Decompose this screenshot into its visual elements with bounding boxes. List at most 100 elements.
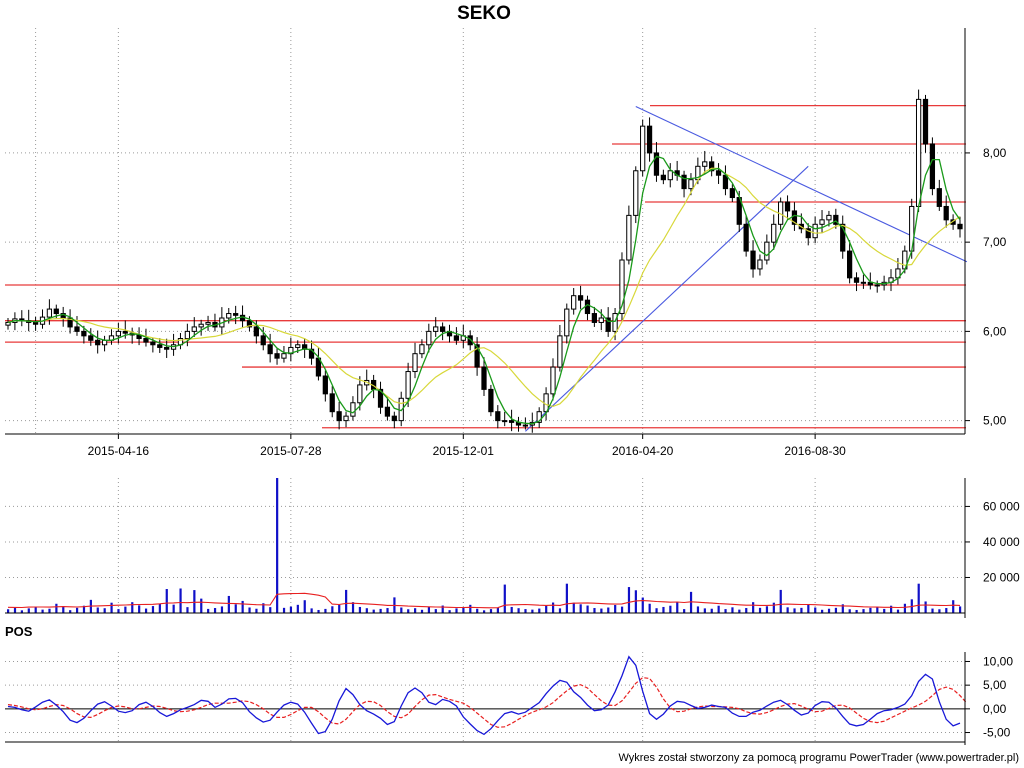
pos-lines bbox=[7, 655, 968, 736]
volume-bar bbox=[296, 604, 299, 613]
date-tick-label: 2015-12-01 bbox=[433, 444, 495, 458]
candle-body bbox=[336, 411, 342, 422]
candle-body bbox=[764, 241, 770, 261]
candle-body bbox=[702, 161, 708, 167]
candle-body bbox=[67, 317, 73, 328]
volume-bar bbox=[165, 589, 168, 613]
pos-tick-label: 5,00 bbox=[983, 678, 1007, 692]
candle-body bbox=[653, 152, 660, 176]
volume-tick-label: 60 000 bbox=[983, 499, 1020, 513]
volume-bar bbox=[289, 606, 293, 613]
volume-bar bbox=[427, 606, 431, 613]
candle-body bbox=[191, 326, 197, 332]
volume-bar bbox=[924, 601, 927, 613]
chart-title: SEKO bbox=[457, 3, 511, 24]
candle-body bbox=[709, 161, 715, 172]
candle-body bbox=[308, 348, 315, 359]
candle-body bbox=[826, 214, 832, 221]
volume-bar bbox=[331, 606, 334, 613]
candle-body bbox=[281, 353, 287, 359]
footer-credit: Wykres został stworzony za pomocą progra… bbox=[618, 752, 1019, 764]
volume-bar bbox=[248, 607, 251, 613]
candle-body bbox=[667, 170, 673, 181]
volume-bar bbox=[876, 606, 879, 613]
volume-bar bbox=[310, 608, 313, 613]
volume-bar bbox=[69, 610, 72, 613]
candle-body bbox=[860, 281, 867, 284]
candle-body bbox=[467, 335, 473, 346]
candle-body bbox=[612, 313, 618, 332]
candle-body bbox=[101, 339, 108, 346]
volume-bar bbox=[814, 607, 817, 613]
volume-bar bbox=[282, 607, 286, 613]
candle-body bbox=[143, 338, 149, 343]
candle-body bbox=[122, 330, 128, 334]
volume-bar bbox=[386, 608, 389, 613]
candle-body bbox=[874, 284, 880, 287]
candle-body bbox=[412, 353, 418, 373]
volume-bar bbox=[489, 609, 493, 613]
volume-bar bbox=[414, 608, 417, 613]
candle-body bbox=[474, 344, 480, 368]
volume-bar bbox=[207, 608, 210, 613]
volume-bar bbox=[303, 600, 306, 613]
volume-bar bbox=[7, 609, 10, 613]
volume-bar bbox=[855, 609, 858, 613]
volume-bar bbox=[593, 608, 596, 613]
volume-bar bbox=[779, 589, 782, 613]
volume-bar bbox=[752, 602, 755, 613]
volume-bar bbox=[469, 604, 472, 613]
candle-body bbox=[847, 250, 853, 279]
price-tick-label: 6,00 bbox=[983, 324, 1007, 338]
volume-bar bbox=[724, 609, 727, 613]
volume-bar bbox=[945, 608, 948, 613]
candle-body bbox=[495, 411, 501, 422]
volume-bar bbox=[151, 606, 155, 613]
volume-bar bbox=[683, 609, 686, 613]
volume-bar bbox=[96, 607, 99, 613]
candle-body bbox=[502, 420, 508, 423]
pos-panel: POS -5,00 0,00 5,00 10,00 bbox=[5, 624, 1013, 745]
candle-body bbox=[812, 223, 818, 239]
volume-bar bbox=[745, 608, 748, 613]
candle-body bbox=[426, 330, 432, 346]
volume-bar bbox=[441, 605, 444, 613]
candle-body bbox=[267, 344, 273, 355]
candle-body bbox=[357, 384, 363, 404]
volume-tick-label: 40 000 bbox=[983, 535, 1020, 549]
volume-bar bbox=[220, 606, 224, 613]
date-tick-label: 2015-04-16 bbox=[88, 444, 150, 458]
pos-main-line bbox=[7, 655, 961, 736]
candle-body bbox=[322, 375, 328, 395]
volume-bar bbox=[503, 584, 506, 613]
pos-tick-label: 10,00 bbox=[983, 654, 1013, 668]
volume-grid bbox=[5, 478, 965, 613]
candle-body bbox=[433, 326, 439, 332]
volume-bar bbox=[952, 600, 955, 613]
volume-bar bbox=[117, 609, 120, 613]
volume-bar bbox=[772, 602, 775, 613]
candle-body bbox=[115, 330, 121, 337]
moving-averages bbox=[7, 155, 961, 425]
volume-bar bbox=[641, 597, 644, 613]
volume-bar bbox=[903, 603, 907, 613]
volume-panel: 20 000 40 000 60 000 bbox=[5, 478, 1020, 618]
volume-bar bbox=[407, 609, 410, 613]
candle-body bbox=[157, 344, 163, 348]
volume-bar bbox=[358, 606, 362, 613]
volume-bar bbox=[400, 607, 403, 613]
volume-bar bbox=[124, 606, 127, 613]
candle-body bbox=[481, 366, 487, 390]
volume-bar bbox=[917, 583, 920, 613]
candle-body bbox=[722, 174, 729, 190]
candle-body bbox=[377, 388, 384, 408]
ma-short-line bbox=[7, 155, 961, 425]
volume-bar bbox=[41, 609, 44, 613]
candle-body bbox=[853, 277, 860, 283]
volume-bar bbox=[276, 478, 279, 613]
volume-bar bbox=[731, 607, 734, 613]
volume-bar bbox=[324, 608, 327, 613]
candle-body bbox=[81, 330, 87, 337]
volume-bar bbox=[27, 608, 30, 613]
volume-bar bbox=[462, 607, 465, 613]
